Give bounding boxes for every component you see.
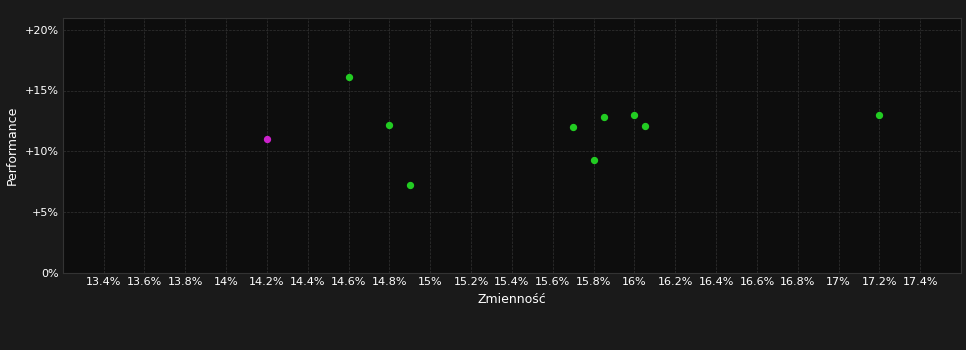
Point	[871, 112, 887, 118]
Point	[627, 112, 642, 118]
Point	[637, 123, 652, 128]
Y-axis label: Performance: Performance	[6, 106, 19, 185]
Point	[565, 124, 581, 130]
X-axis label: Zmienność: Zmienność	[477, 293, 547, 306]
Point	[341, 74, 356, 80]
Point	[596, 114, 611, 120]
Point	[402, 183, 417, 188]
Point	[382, 122, 397, 127]
Point	[586, 157, 602, 163]
Point	[259, 136, 274, 142]
